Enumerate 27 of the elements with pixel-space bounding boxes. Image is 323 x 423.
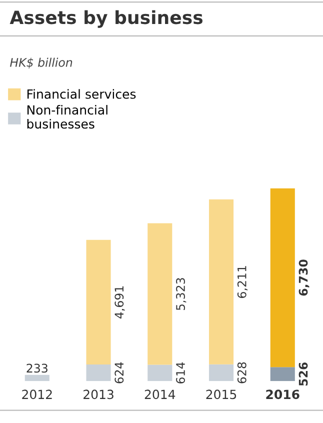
bar xyxy=(86,364,111,382)
x-tick-label: 2014 xyxy=(144,390,176,400)
data-label: 6,211 xyxy=(237,266,248,298)
data-label: 526 xyxy=(298,362,308,386)
bar xyxy=(24,374,50,382)
x-tick-label: 2016 xyxy=(266,390,300,400)
data-label: 614 xyxy=(176,362,185,384)
data-label: 624 xyxy=(114,362,124,384)
bar xyxy=(86,240,111,365)
bar xyxy=(270,188,295,368)
data-label: 628 xyxy=(237,362,246,384)
x-tick-label: 2015 xyxy=(206,390,236,400)
data-label: 5,323 xyxy=(176,278,186,310)
x-tick-label: 2012 xyxy=(22,390,52,400)
x-tick-label: 2013 xyxy=(84,390,114,400)
legend-label: Financial services xyxy=(27,89,136,99)
legend-label: Non-financial businesses xyxy=(27,104,108,129)
bar xyxy=(208,364,234,382)
data-label: 4,691 xyxy=(114,286,125,319)
bar xyxy=(270,367,295,382)
bar xyxy=(208,199,234,364)
bar xyxy=(148,364,172,382)
bar xyxy=(148,223,172,365)
chart-subtitle: HK$ billion xyxy=(10,58,72,68)
chart-title: Assets by business xyxy=(10,10,202,28)
data-label: 233 xyxy=(26,364,48,373)
data-label: 6,730 xyxy=(298,260,310,296)
